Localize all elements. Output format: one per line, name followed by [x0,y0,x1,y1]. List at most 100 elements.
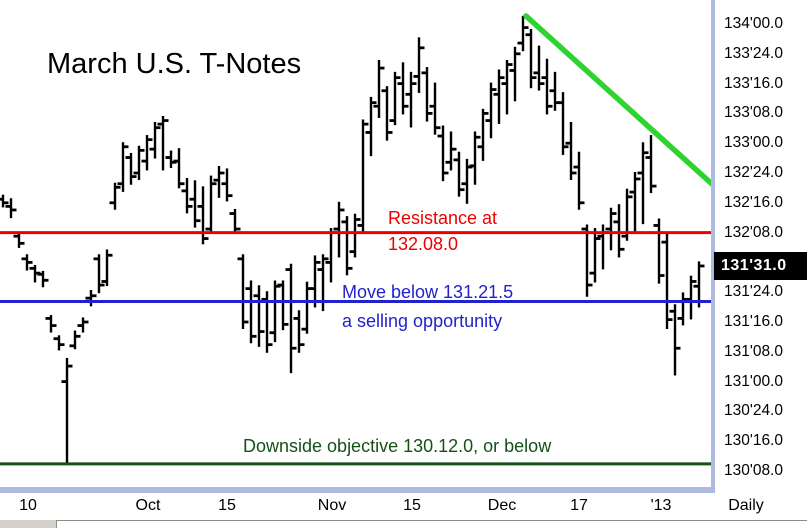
ohlc-bar [661,231,673,329]
x-axis-label: 15 [403,497,421,514]
ohlc-bar [605,207,617,251]
ohlc-bar [141,135,153,171]
ohlc-bar [669,304,681,376]
y-axis-label: 130'08.0 [724,462,783,479]
ohlc-bar [653,218,665,284]
ohlc-bar [213,166,225,198]
y-axis-label: 131'00.0 [724,372,783,390]
ohlc-bar [325,228,337,283]
ohlc-bar [533,45,545,91]
ohlc-bar [205,175,217,234]
ohlc-bar [637,142,649,225]
ohlc-bar [277,280,289,331]
ohlc-bar [93,254,105,294]
ohlc-bar [565,121,577,180]
ohlc-bars [0,15,705,465]
last-price-box: 131'31.0 [714,252,807,281]
time-axis-separator [0,487,713,493]
x-axis-label: 10 [19,497,37,514]
ohlc-bar [493,69,505,124]
ohlc-bar [365,96,377,157]
ohlc-bar [485,82,497,139]
ohlc-bar [509,46,521,102]
y-axis-label: 133'24.0 [724,44,783,62]
ohlc-bar [685,275,697,320]
horizontal-scrollbar [0,520,807,528]
ohlc-bar [341,216,353,276]
ohlc-bar [285,263,297,374]
ohlc-bar [477,108,489,161]
ohlc-bar [5,198,17,219]
ohlc-bar [245,280,257,344]
ohlc-bar [237,254,249,329]
ohlc-bar [157,115,169,171]
y-axis-label: 134'00.0 [724,15,783,32]
ohlc-bar [501,59,513,115]
price-chart-canvas[interactable] [0,0,713,493]
resistance-annotation-line1: Resistance at [388,208,498,228]
ohlc-bar [693,261,705,308]
price-axis-separator [711,0,715,493]
ohlc-bar [469,131,481,185]
ohlc-bar [629,172,641,234]
ohlc-bar [69,330,81,350]
ohlc-bar [109,182,121,210]
ohlc-bar [37,270,49,288]
y-axis-label: 133'08.0 [724,104,783,122]
x-axis-label: Dec [487,497,517,514]
x-axis-label: 15 [218,497,236,514]
sell-annotation-line1: Move below 131.21.5 [342,282,514,302]
ohlc-bar [85,290,97,307]
ohlc-bar [645,135,657,194]
ohlc-bar [53,335,65,351]
scrollbar-track[interactable] [56,520,807,528]
ohlc-bar [181,177,193,214]
ohlc-bar [149,121,161,159]
ohlc-bar [173,148,185,189]
sell-annotation: Move below 131.21.5 a selling opportunit… [342,278,513,336]
ohlc-bar [429,82,441,135]
ohlc-bar [573,151,585,210]
ohlc-bar [13,231,25,248]
ohlc-bar [453,151,465,197]
ohlc-bar [373,59,385,118]
ohlc-bar [117,142,129,192]
objective-annotation-label: Downside objective 130.12.0, or below [243,436,552,456]
ohlc-bar [581,224,593,297]
ohlc-bar [197,186,209,245]
y-axis-label: 130'16.0 [724,432,783,450]
downtrend-line [523,13,713,187]
y-axis-label: 132'24.0 [724,164,783,181]
y-axis-label: 132'16.0 [724,193,783,211]
x-axis-label: '13 [650,497,672,514]
sell-annotation-line2: a selling opportunity [342,311,503,331]
ohlc-bar [333,201,345,258]
ohlc-bar [189,180,201,228]
x-axis-label: Daily [728,497,764,514]
ohlc-bar [405,71,417,128]
ohlc-bar [437,125,449,182]
ohlc-bar [77,317,89,333]
ohlc-bar [517,15,529,52]
y-axis-label: 133'16.0 [724,74,783,92]
ohlc-bar [125,152,137,185]
x-axis-label: Nov [317,497,347,514]
y-axis-label: 131'08.0 [724,342,783,360]
ohlc-bar [381,86,393,141]
ohlc-bar [397,62,409,115]
ohlc-bar [541,58,553,115]
ohlc-bar [253,285,265,347]
ohlc-bar [133,145,145,180]
resistance-annotation: Resistance at 132.08.0 [388,205,497,257]
ohlc-bar [389,71,401,126]
ohlc-bar [221,168,233,202]
ohlc-bar [557,92,569,155]
objective-annotation: Downside objective 130.12.0, or below [243,436,551,456]
y-axis-label: 130'24.0 [724,402,783,420]
ohlc-bar [413,37,425,93]
chart-title: March U.S. T-Notes [47,48,302,80]
ohlc-bar [165,150,177,169]
ohlc-bar [525,28,537,89]
ohlc-bar [21,254,33,271]
